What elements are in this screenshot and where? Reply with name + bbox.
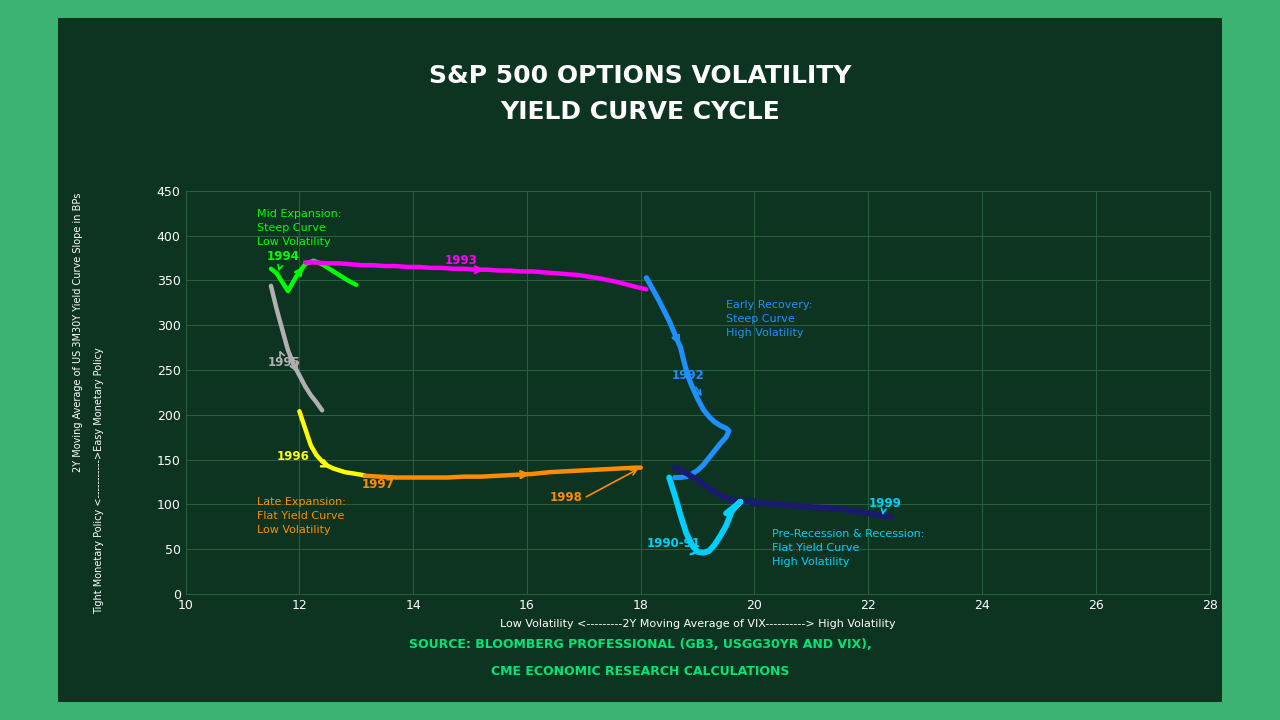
Text: 1993: 1993	[444, 254, 477, 267]
Text: Early Recovery:
Steep Curve
High Volatility: Early Recovery: Steep Curve High Volatil…	[726, 300, 813, 338]
Text: S&P 500 OPTIONS VOLATILITY: S&P 500 OPTIONS VOLATILITY	[429, 63, 851, 88]
Text: 2Y Moving Average of US 3M30Y Yield Curve Slope in BPs: 2Y Moving Average of US 3M30Y Yield Curv…	[73, 192, 83, 472]
Text: 1992: 1992	[672, 369, 705, 395]
X-axis label: Low Volatility <---------2Y Moving Average of VIX----------> High Volatility: Low Volatility <---------2Y Moving Avera…	[499, 618, 896, 629]
Text: 1995: 1995	[268, 352, 301, 369]
Text: Mid Expansion:
Steep Curve
Low Volatility: Mid Expansion: Steep Curve Low Volatilit…	[257, 209, 340, 247]
Text: 1994: 1994	[266, 250, 300, 270]
Text: 1990-91: 1990-91	[646, 537, 700, 550]
Text: SOURCE: BLOOMBERG PROFESSIONAL (GB3, USGG30YR AND VIX),: SOURCE: BLOOMBERG PROFESSIONAL (GB3, USG…	[408, 638, 872, 651]
Text: 1998: 1998	[549, 491, 582, 504]
Text: 1997: 1997	[362, 478, 394, 491]
Text: Pre-Recession & Recession:
Flat Yield Curve
High Volatility: Pre-Recession & Recession: Flat Yield Cu…	[772, 528, 924, 567]
FancyBboxPatch shape	[46, 11, 1234, 708]
Text: CME ECONOMIC RESEARCH CALCULATIONS: CME ECONOMIC RESEARCH CALCULATIONS	[490, 665, 790, 678]
Text: YIELD CURVE CYCLE: YIELD CURVE CYCLE	[500, 99, 780, 124]
Text: 1999: 1999	[868, 497, 901, 513]
Text: Tight Monetary Policy <----------->Easy Monetary Policy: Tight Monetary Policy <----------->Easy …	[93, 348, 104, 614]
Text: 1996: 1996	[276, 451, 310, 464]
Text: Late Expansion:
Flat Yield Curve
Low Volatility: Late Expansion: Flat Yield Curve Low Vol…	[257, 498, 346, 535]
